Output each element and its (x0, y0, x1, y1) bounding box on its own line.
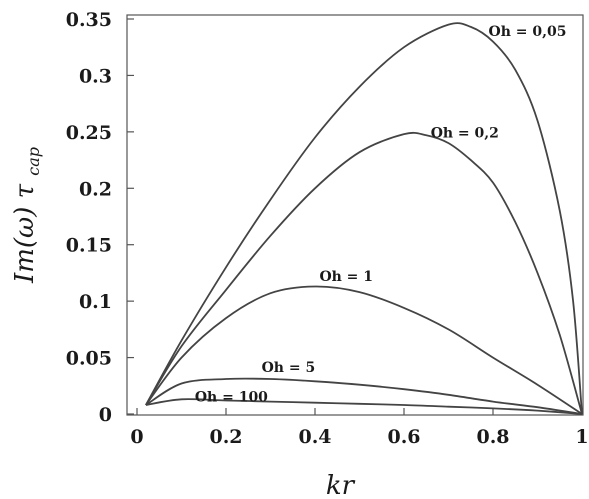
y-tick-label: 0.15 (66, 235, 112, 257)
series-label: Oh = 5 (262, 360, 316, 376)
plot-frame (126, 14, 584, 416)
y-tick-label: 0 (99, 404, 112, 426)
plot-area: 0 0.2 0.4 0.6 0.8 1 0 0.05 0.1 0.15 0.2 0.25 0.3 0.3… (66, 9, 589, 448)
y-tick-label: 0.3 (79, 65, 112, 87)
x-tick-label: 1 (575, 426, 588, 448)
x-axis-title: kr (326, 471, 356, 499)
y-tick-label: 0.25 (66, 122, 112, 144)
series-line (145, 22, 583, 415)
series-label: Oh = 0,2 (431, 126, 499, 142)
x-tick-label: 0.2 (209, 426, 242, 448)
series-line (145, 285, 583, 415)
series-label: Oh = 0,05 (489, 24, 567, 40)
x-axis-ticks: 0 0.2 0.4 0.6 0.8 1 (130, 408, 589, 448)
y-axis-title-subscript: cap (24, 147, 43, 176)
series-line (145, 398, 583, 415)
y-axis-ticks: 0 0.05 0.1 0.15 0.2 0.25 0.3 0.35 (66, 9, 134, 426)
y-tick-label: 0.35 (66, 9, 112, 31)
series-curves (145, 22, 583, 415)
y-tick-label: 0.2 (79, 178, 112, 200)
x-tick-label: 0 (130, 426, 143, 448)
y-tick-label: 0.05 (66, 348, 112, 370)
y-axis-title: Im(ω) τ cap (10, 147, 43, 284)
series-label: Oh = 100 (195, 390, 268, 406)
y-tick-label: 0.1 (79, 291, 112, 313)
series-line (145, 377, 583, 415)
series-labels: Oh = 0,05 Oh = 0,2 Oh = 1 Oh = 5 Oh = 100 (195, 24, 567, 406)
series-line (145, 131, 583, 415)
series-label: Oh = 1 (319, 269, 373, 285)
svg-text:Im(ω) τ cap: Im(ω) τ cap (10, 147, 43, 284)
x-tick-label: 0.6 (387, 426, 420, 448)
y-axis-title-main: Im(ω) τ (10, 183, 40, 284)
x-tick-label: 0.8 (476, 426, 509, 448)
x-tick-label: 0.4 (298, 426, 331, 448)
